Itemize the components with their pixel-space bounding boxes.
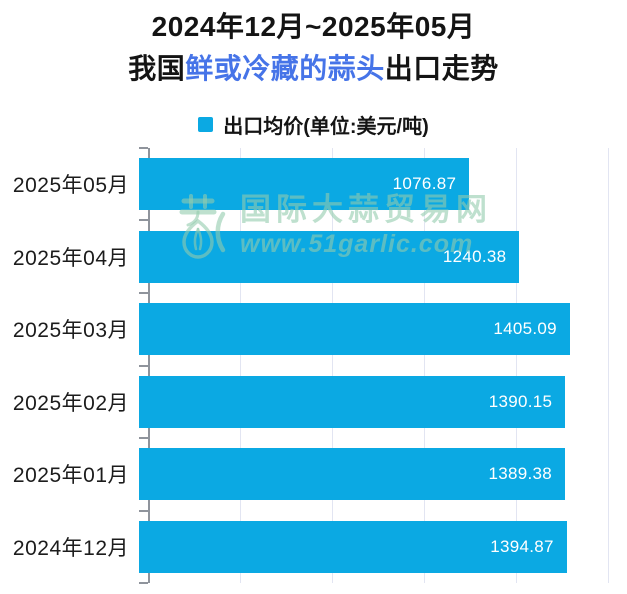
axis-tick <box>139 291 148 294</box>
chart-title-line2: 我国鲜或冷藏的蒜头出口走势 <box>0 51 627 87</box>
title-prefix: 我国 <box>128 53 186 85</box>
bar-track: 1389.38 <box>139 448 599 501</box>
bar-track: 1240.38 <box>139 230 599 283</box>
gridline <box>608 148 609 583</box>
category-label: 2025年05月 <box>12 174 129 198</box>
axis-tick <box>139 219 148 222</box>
gridline <box>516 148 517 583</box>
value-label: 1390.15 <box>488 391 553 411</box>
bar-row: 2025年02月 1390.15 <box>0 366 627 439</box>
legend-label: 出口均价(单位:美元/吨) <box>223 115 429 138</box>
legend-swatch-icon <box>198 116 214 132</box>
gridline <box>332 148 333 583</box>
bar-row: 2025年04月 1240.38 <box>0 221 627 294</box>
category-label: 2025年01月 <box>12 464 129 488</box>
axis-tick <box>139 582 148 584</box>
bar-row: 2025年03月 1405.09 <box>0 293 627 366</box>
value-label: 1389.38 <box>488 464 553 484</box>
axis-tick <box>139 509 148 512</box>
axis-tick <box>139 147 148 149</box>
gridline <box>240 148 241 583</box>
bar-chart: 2025年05月 1076.87 2025年04月 1240.38 2025年03月 14… <box>0 147 627 584</box>
bar: 1394.87 <box>139 520 567 573</box>
chart-title-line1: 2024年12月~2025年05月 <box>151 11 476 42</box>
value-label: 1394.87 <box>490 536 554 556</box>
chart-legend: 出口均价(单位:美元/吨) <box>0 110 627 139</box>
bar-track: 1076.87 <box>139 158 599 211</box>
value-label: 1405.09 <box>493 319 557 339</box>
bar-row: 2025年05月 1076.87 <box>0 148 627 221</box>
bar-track: 1394.87 <box>139 520 599 573</box>
bar: 1240.38 <box>139 230 520 283</box>
bar-row: 2024年12月 1394.87 <box>0 511 627 584</box>
gridline <box>424 148 425 583</box>
bar-rows: 2025年05月 1076.87 2025年04月 1240.38 2025年03月 14… <box>0 148 627 583</box>
title-suffix: 出口走势 <box>384 53 499 85</box>
axis-tick <box>139 436 148 439</box>
title-highlight: 鲜或冷藏的蒜头 <box>185 53 385 85</box>
bar-row: 2025年01月 1389.38 <box>0 438 627 511</box>
category-label: 2025年03月 <box>12 319 129 343</box>
bar-track: 1390.15 <box>139 375 599 428</box>
plot-area <box>139 147 609 584</box>
value-label: 1076.87 <box>392 174 457 194</box>
bar: 1389.38 <box>139 448 566 501</box>
bar: 1390.15 <box>139 375 566 428</box>
bar-track: 1405.09 <box>139 303 599 356</box>
chart-header: 2024年12月~2025年05月 我国鲜或冷藏的蒜头出口走势 出口均价(单位:… <box>0 0 627 139</box>
category-label: 2025年02月 <box>12 391 129 415</box>
value-label: 1240.38 <box>442 246 507 266</box>
category-label: 2024年12月 <box>12 536 129 560</box>
bar: 1076.87 <box>139 158 470 211</box>
category-label: 2025年04月 <box>12 246 129 270</box>
axis-tick <box>139 364 148 367</box>
bar: 1405.09 <box>139 303 570 356</box>
y-axis-line <box>148 148 150 583</box>
